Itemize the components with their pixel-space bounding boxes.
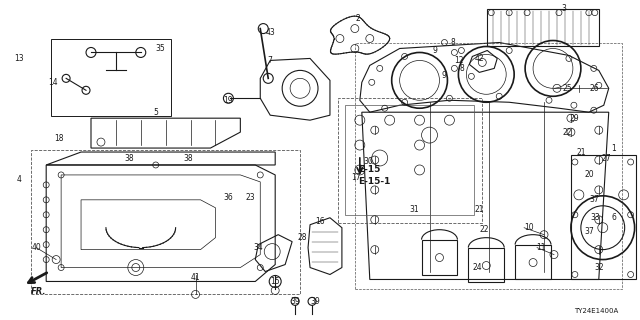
Text: 35: 35 [156,44,166,53]
Text: 30: 30 [363,157,372,166]
Text: 22: 22 [562,128,572,137]
Text: 15: 15 [270,277,280,286]
Text: E-15: E-15 [358,165,380,174]
Bar [571,155,636,279]
Text: 39: 39 [290,297,300,306]
Text: 21: 21 [474,205,484,214]
Text: 11: 11 [536,243,546,252]
Text: 38: 38 [184,154,193,163]
Text: 29: 29 [569,114,579,123]
Text: 31: 31 [410,205,419,214]
Text: 10: 10 [524,223,534,232]
Text: E-15-1: E-15-1 [358,177,390,187]
Text: 39: 39 [310,297,320,306]
Text: 41: 41 [191,273,200,282]
Text: 16: 16 [315,217,325,226]
Text: 19: 19 [223,96,233,105]
Text: 36: 36 [223,193,233,202]
Text: 9: 9 [432,46,437,55]
Text: 23: 23 [246,193,255,202]
Text: 21: 21 [576,148,586,156]
Bar [345,105,474,215]
Text: 34: 34 [253,243,263,252]
Text: 22: 22 [479,225,489,234]
Text: 8: 8 [450,38,455,47]
Text: 37: 37 [589,195,598,204]
Text: 8: 8 [459,64,464,73]
Text: 40: 40 [31,243,41,252]
Text: 13: 13 [15,54,24,63]
Text: 26: 26 [590,84,600,93]
Text: 25: 25 [562,84,572,93]
Text: 6: 6 [611,213,616,222]
Text: 33: 33 [590,213,600,222]
Text: 12: 12 [454,56,464,65]
Text: 20: 20 [584,171,594,180]
Text: 24: 24 [472,263,482,272]
Bar [31,150,300,294]
Bar [51,38,171,116]
Bar [338,98,483,223]
Text: 27: 27 [602,154,612,163]
Text: 7: 7 [268,56,273,65]
Text: 32: 32 [594,263,604,272]
Text: 5: 5 [153,108,158,117]
Text: FR.: FR. [31,287,47,296]
Text: 14: 14 [49,78,58,87]
Text: TY24E1400A: TY24E1400A [575,308,619,314]
Text: 2: 2 [355,14,360,23]
Text: 38: 38 [124,154,134,163]
Text: 42: 42 [474,54,484,63]
Text: 37: 37 [584,227,594,236]
Bar [487,9,599,46]
Text: 4: 4 [17,175,22,184]
Text: 43: 43 [266,28,275,37]
Text: 18: 18 [54,133,64,143]
Text: 17: 17 [351,173,361,182]
Bar [355,43,621,289]
Text: 1: 1 [611,144,616,153]
Text: 9: 9 [441,71,446,80]
Text: 28: 28 [298,233,307,242]
Text: 3: 3 [561,4,566,13]
